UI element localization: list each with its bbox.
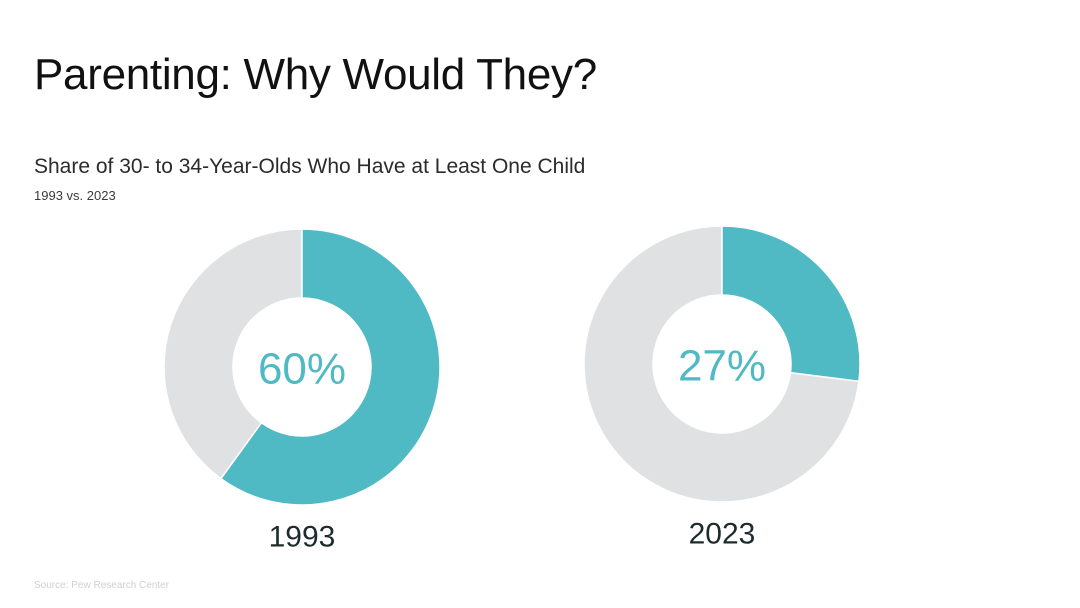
donut-2023-share-slice — [721, 225, 861, 383]
donut-2023-remainder-slice — [583, 225, 860, 503]
donut-2023: 27% 2023 — [583, 225, 861, 551]
slide-title: Parenting: Why Would They? — [34, 50, 597, 99]
source-note: Source: Pew Research Center — [34, 580, 170, 591]
donut-1993-percent-label: 60% — [258, 345, 346, 394]
donut-2023-year-label: 2023 — [689, 518, 756, 551]
donut-1993-remainder-slice — [163, 228, 303, 480]
donut-1993: 60% 1993 — [163, 228, 441, 554]
donut-1993-year-label: 1993 — [269, 521, 336, 554]
chart-title: Share of 30- to 34-Year-Olds Who Have at… — [34, 155, 586, 178]
donut-2023-percent-label: 27% — [678, 342, 766, 391]
donut-1993-share-slice — [219, 228, 441, 506]
chart-subtitle: 1993 vs. 2023 — [34, 188, 116, 203]
